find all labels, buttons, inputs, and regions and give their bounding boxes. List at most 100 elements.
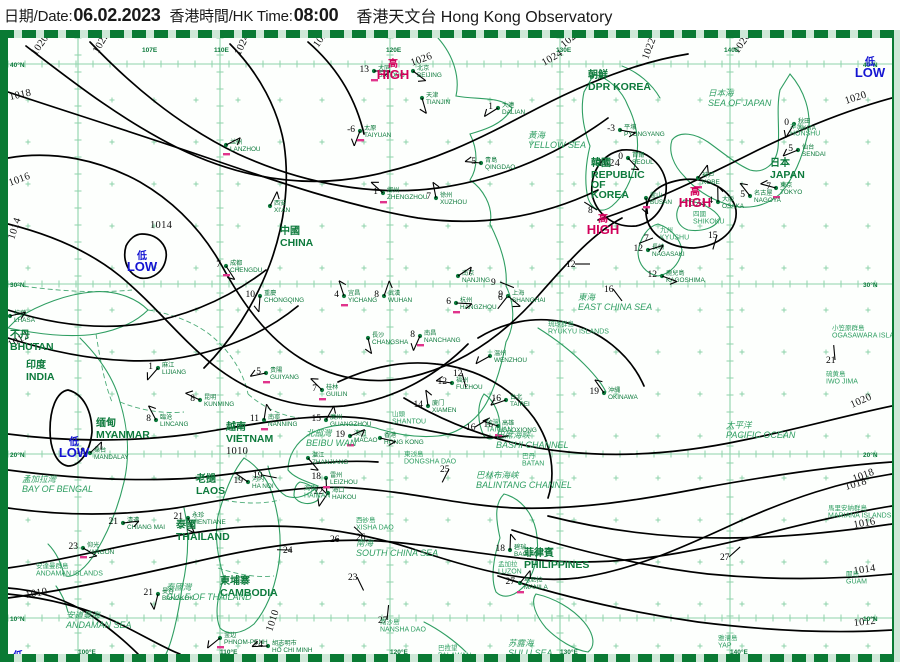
wind-barb-feather: [186, 528, 195, 534]
station-value: 1: [373, 187, 378, 197]
wind-barb-shaft: [499, 281, 515, 289]
isolated-observation[interactable]: 27: [720, 546, 741, 563]
station-observation[interactable]: 拉薩LHASA: [8, 309, 36, 324]
isolated-observation[interactable]: 16: [466, 418, 489, 433]
isolated-observation[interactable]: 9: [491, 278, 515, 289]
svg-text:安達曼群島: 安達曼群島: [36, 561, 69, 570]
station-observation[interactable]: 青島QINGDAO5: [464, 156, 515, 171]
isolated-observation[interactable]: 26: [353, 526, 366, 543]
svg-text:RYUKYU ISLANDS: RYUKYU ISLANDS: [548, 329, 609, 336]
isolated-observation[interactable]: 7: [638, 234, 654, 244]
svg-text:日本: 日本: [770, 156, 791, 169]
map-plot-area[interactable]: 大同 DATONG 13 北京 BEIJING 天津 TIANJIN 太原 TAIYUAN -6 大…: [8, 38, 892, 654]
isolated-observation[interactable]: 16: [604, 285, 623, 302]
station-name-cn: 宜昌: [348, 289, 360, 297]
pressure-centre-en: HIGH: [587, 222, 620, 237]
isolated-observation[interactable]: 27: [378, 605, 390, 626]
station-name-cn: 香港: [384, 431, 397, 439]
weather-map[interactable]: 大同 DATONG 13 北京 BEIJING 天津 TIANJIN 太原 TAIYUAN -6 大…: [0, 30, 900, 662]
observation-value: 25: [440, 465, 450, 475]
isolated-observation[interactable]: 19: [253, 471, 277, 481]
isolated-observation[interactable]: 12: [566, 260, 590, 270]
station-name-en: FUZHOU: [456, 384, 483, 391]
isolated-observation[interactable]: 15: [708, 231, 718, 250]
station-name-cn: 青島: [485, 156, 497, 164]
pressure-centre-en: LOW: [127, 259, 158, 274]
isolated-observation[interactable]: 21: [826, 345, 836, 366]
svg-text:MARIANA ISLANDS: MARIANA ISLANDS: [828, 513, 892, 520]
isolated-observation[interactable]: 23: [348, 573, 365, 591]
observation-value: 24: [283, 546, 293, 556]
station-name-en: PHNOM-PENH: [224, 639, 268, 646]
isolated-observation[interactable]: 12: [453, 369, 467, 388]
isolated-observation[interactable]: 8: [583, 201, 598, 216]
wind-barb-shaft: [760, 183, 777, 189]
isolated-observation[interactable]: 26: [324, 535, 340, 545]
isolated-observation[interactable]: 24: [276, 546, 293, 556]
svg-text:中國: 中國: [280, 224, 300, 237]
isolated-observation[interactable]: 25: [440, 465, 450, 483]
svg-text:DONGSHA DAO: DONGSHA DAO: [404, 459, 457, 466]
isolated-observation[interactable]: 6: [497, 293, 508, 310]
